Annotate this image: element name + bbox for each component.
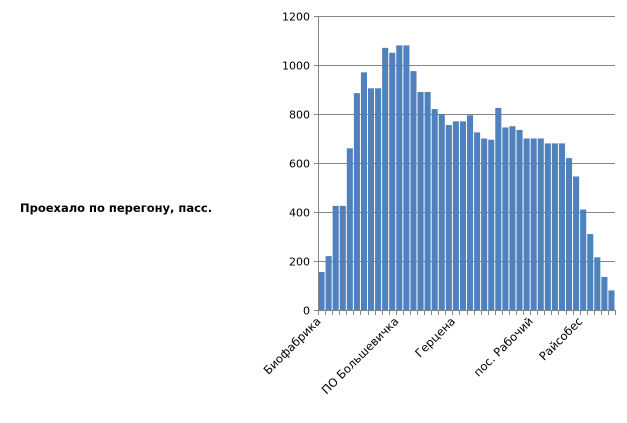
bar: [502, 127, 509, 310]
bar: [516, 129, 523, 310]
y-tick-label: 1000: [282, 60, 310, 73]
bar: [608, 290, 615, 310]
bar: [382, 47, 389, 310]
bar: [438, 114, 445, 310]
bar: [389, 52, 396, 310]
bar: [431, 109, 438, 310]
bar: [332, 205, 339, 310]
bar: [523, 138, 530, 310]
y-tick-label: 1200: [282, 11, 310, 24]
bar: [445, 125, 452, 311]
bar: [509, 126, 516, 310]
bar: [459, 121, 466, 310]
bar: [339, 205, 346, 310]
bar: [410, 71, 417, 310]
y-tick-label: 600: [289, 158, 310, 171]
y-tick-label: 200: [289, 256, 310, 269]
bar: [580, 209, 587, 310]
bar: [566, 158, 573, 310]
bar: [318, 272, 325, 310]
bar: [375, 88, 382, 311]
y-axis-title: Проехало по перегону, пасс.: [20, 201, 213, 215]
x-tick-label: Райсобес: [536, 314, 585, 363]
y-tick-label: 0: [303, 305, 310, 318]
bar: [346, 148, 353, 310]
bar: [558, 143, 565, 310]
bar: [601, 276, 608, 310]
bar: [467, 115, 474, 310]
bar: [403, 45, 410, 311]
bar: [544, 143, 551, 310]
bar: [424, 91, 431, 310]
bar: [587, 234, 594, 310]
y-tick-label: 800: [289, 109, 310, 122]
x-tick-label: Биофабрика: [261, 314, 324, 377]
bar: [488, 139, 495, 310]
x-tick-label: Герцена: [412, 314, 458, 360]
bar: [481, 138, 488, 310]
bar: [551, 143, 558, 310]
bar: [537, 138, 544, 310]
bar: [396, 45, 403, 311]
bar: [530, 138, 537, 310]
bar: [474, 132, 481, 310]
bar: [573, 176, 580, 310]
bar: [495, 107, 502, 310]
bar: [325, 256, 332, 310]
x-tick-label: ПО Большевичка: [319, 314, 402, 397]
y-tick-label: 400: [289, 207, 310, 220]
x-tick-label: пос. Рабочий: [471, 314, 536, 379]
bar: [594, 257, 601, 310]
bar: [452, 121, 459, 310]
bar: [360, 72, 367, 310]
bar: [417, 91, 424, 310]
bar: [353, 93, 360, 310]
bar: [368, 88, 375, 311]
